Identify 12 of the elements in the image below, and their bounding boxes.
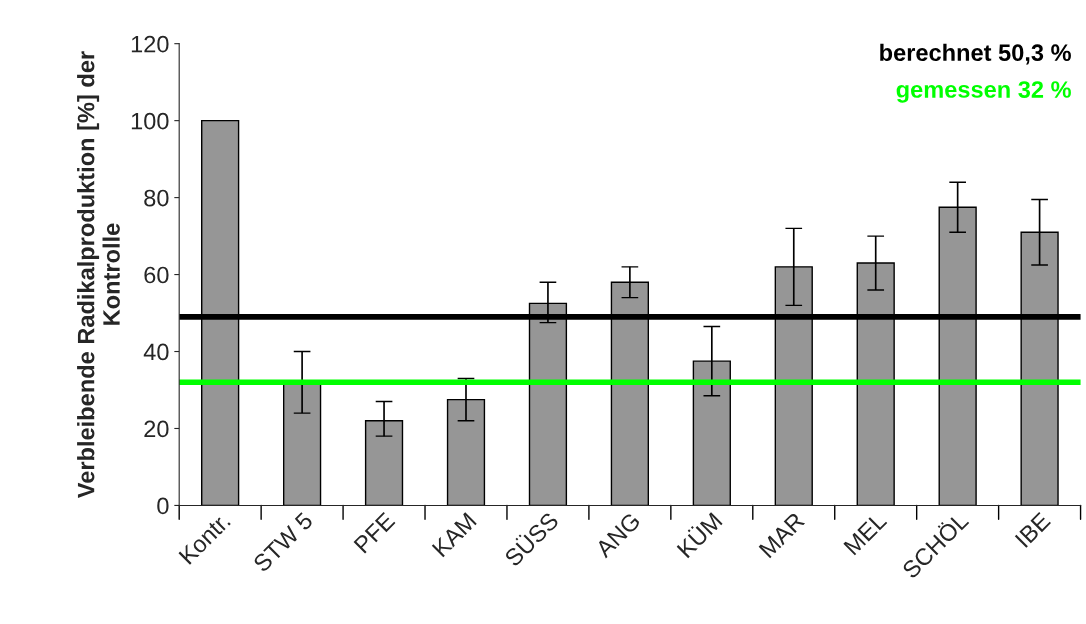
y-tick-label: 40 — [143, 343, 169, 361]
y-tick-label: 0 — [157, 497, 169, 515]
y-tick-label: 60 — [144, 266, 169, 284]
y-tick-label: 100 — [131, 112, 169, 130]
y-axis-title: Verbleibende Radikalproduktion [%] der Kontrolle — [77, 51, 120, 499]
y-tick-label: 80 — [144, 189, 169, 207]
x-tick-label: MEL — [843, 511, 888, 556]
y-tick-label: 120 — [131, 35, 169, 53]
x-tick-label: IBE — [1014, 511, 1051, 548]
ref-line-label: berechnet 50,3 % — [880, 43, 1071, 65]
y-tick-label: 20 — [144, 420, 169, 438]
ref-line-label: gemessen 32 % — [896, 81, 1071, 103]
